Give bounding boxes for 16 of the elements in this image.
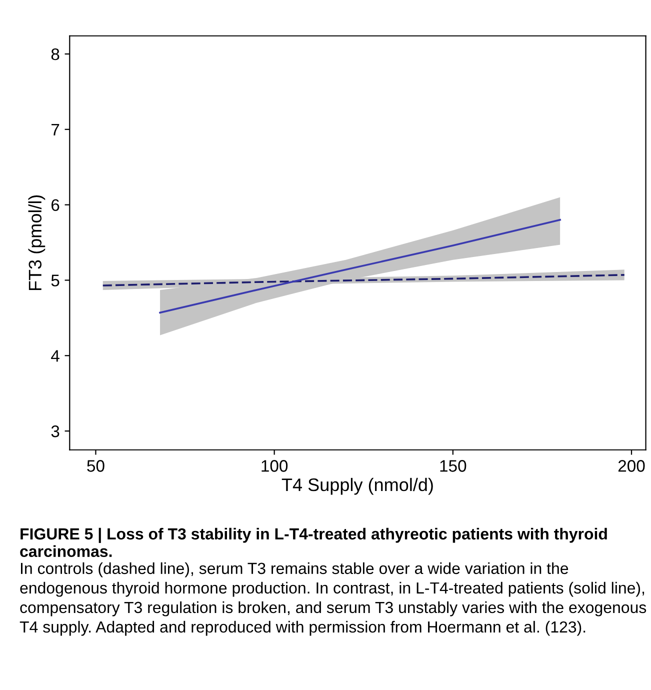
line-series [102, 274, 626, 286]
line-series [159, 218, 561, 314]
x-axis-title: T4 Supply (nmol/d) [282, 478, 433, 495]
y-axis-title: FT3 (pmol/l) [28, 195, 46, 290]
y-tick-label: 4 [51, 350, 60, 362]
y-tick-label: 6 [52, 199, 60, 211]
y-tick-label: 7 [52, 124, 60, 136]
text: In controls (dashed line), serum T3 remains stable over a wide variation in the endogenous thyroid hormone production. In contrast, in L-T4-treated patients (solid line), compensatory T3 regulation is broken, and serum T3 unstably varies with the exogenous T4 supply. Adapted and reproduced with permission from Hoermann et al. (123). [20, 562, 646, 636]
x-tick-label: 100 [262, 460, 288, 472]
x-tick-label: 150 [440, 460, 466, 472]
y-tick-label: 8 [51, 48, 60, 60]
y-tick-label: 5 [51, 274, 60, 286]
y-tick-label: 3 [51, 425, 60, 438]
x-tick-label: 50 [87, 460, 104, 472]
x-tick-label: 200 [618, 460, 645, 472]
text: FIGURE 5 | Loss of T3 stability in L-T4-treated athyreotic patients with thyroid carcinomas. [20, 528, 607, 558]
